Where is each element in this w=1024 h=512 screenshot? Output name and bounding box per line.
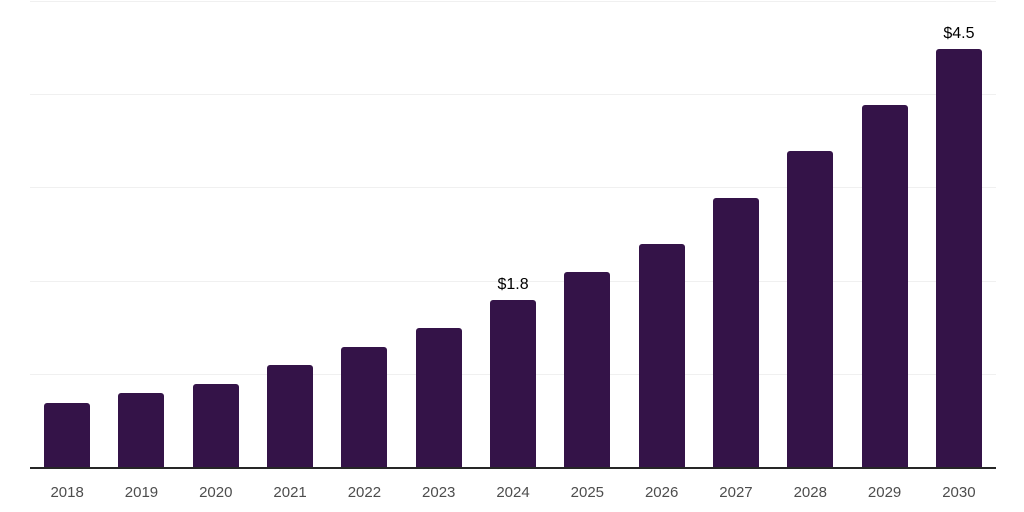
x-tick-label-2024: 2024 <box>496 484 530 501</box>
bar-chart: $1.8 $4.5 2018 2019 2020 2021 2022 2023 2024 202… <box>30 0 996 512</box>
gridline <box>30 1 996 2</box>
bar-2023 <box>415 328 462 468</box>
gridline <box>30 280 996 282</box>
bar-slot-2026 <box>625 0 699 468</box>
x-tick-label-2026: 2026 <box>644 484 679 501</box>
bar-2026 <box>638 244 685 468</box>
bars-row: $1.8 $4.5 <box>30 0 996 468</box>
bar-2028 <box>787 151 834 468</box>
bar-slot-2028 <box>773 0 847 468</box>
bar-slot-2019 <box>104 0 178 468</box>
bar-2024 <box>490 300 537 468</box>
bar-slot-2021 <box>253 0 327 468</box>
x-axis-labels: 2018 2019 2020 2021 2022 2023 2024 2025 2026 2027… <box>30 482 996 504</box>
bar-2018 <box>44 402 91 468</box>
x-tick-label-2025: 2025 <box>570 484 605 501</box>
bar-slot-2030: $4.5 <box>922 0 996 468</box>
bar-2021 <box>267 365 314 468</box>
bar-slot-2020 <box>179 0 253 468</box>
bar-slot-2018 <box>30 0 104 468</box>
bar-2025 <box>564 272 611 468</box>
bar-slot-2027 <box>699 0 773 468</box>
x-tick-label-2020: 2020 <box>199 484 233 501</box>
x-tick-label-2021: 2021 <box>273 484 307 501</box>
bar-2022 <box>341 346 388 468</box>
bar-slot-2029 <box>847 0 921 468</box>
gridline <box>30 94 996 96</box>
bar-2020 <box>192 384 239 468</box>
x-axis-line <box>30 467 996 469</box>
x-tick-label-2019: 2019 <box>124 484 159 501</box>
bar-value-label-2030: $4.5 <box>943 24 975 42</box>
gridline <box>30 187 996 189</box>
bar-value-label-2024: $1.8 <box>497 276 529 294</box>
bar-2019 <box>118 393 165 468</box>
x-tick-label-2023: 2023 <box>422 484 456 501</box>
bar-slot-2023 <box>402 0 476 468</box>
bar-2027 <box>712 197 759 468</box>
x-tick-label-2022: 2022 <box>347 484 382 501</box>
bar-2029 <box>861 104 908 468</box>
x-tick-label-2029: 2029 <box>867 484 902 501</box>
x-tick-label-2027: 2027 <box>719 484 753 501</box>
x-tick-label-2018: 2018 <box>50 484 84 501</box>
x-tick-label-2028: 2028 <box>793 484 827 501</box>
bar-slot-2025 <box>550 0 624 468</box>
bar-slot-2024: $1.8 <box>476 0 550 468</box>
bar-2030 <box>935 48 982 468</box>
bar-slot-2022 <box>327 0 401 468</box>
x-tick-label-2030: 2030 <box>942 484 976 501</box>
